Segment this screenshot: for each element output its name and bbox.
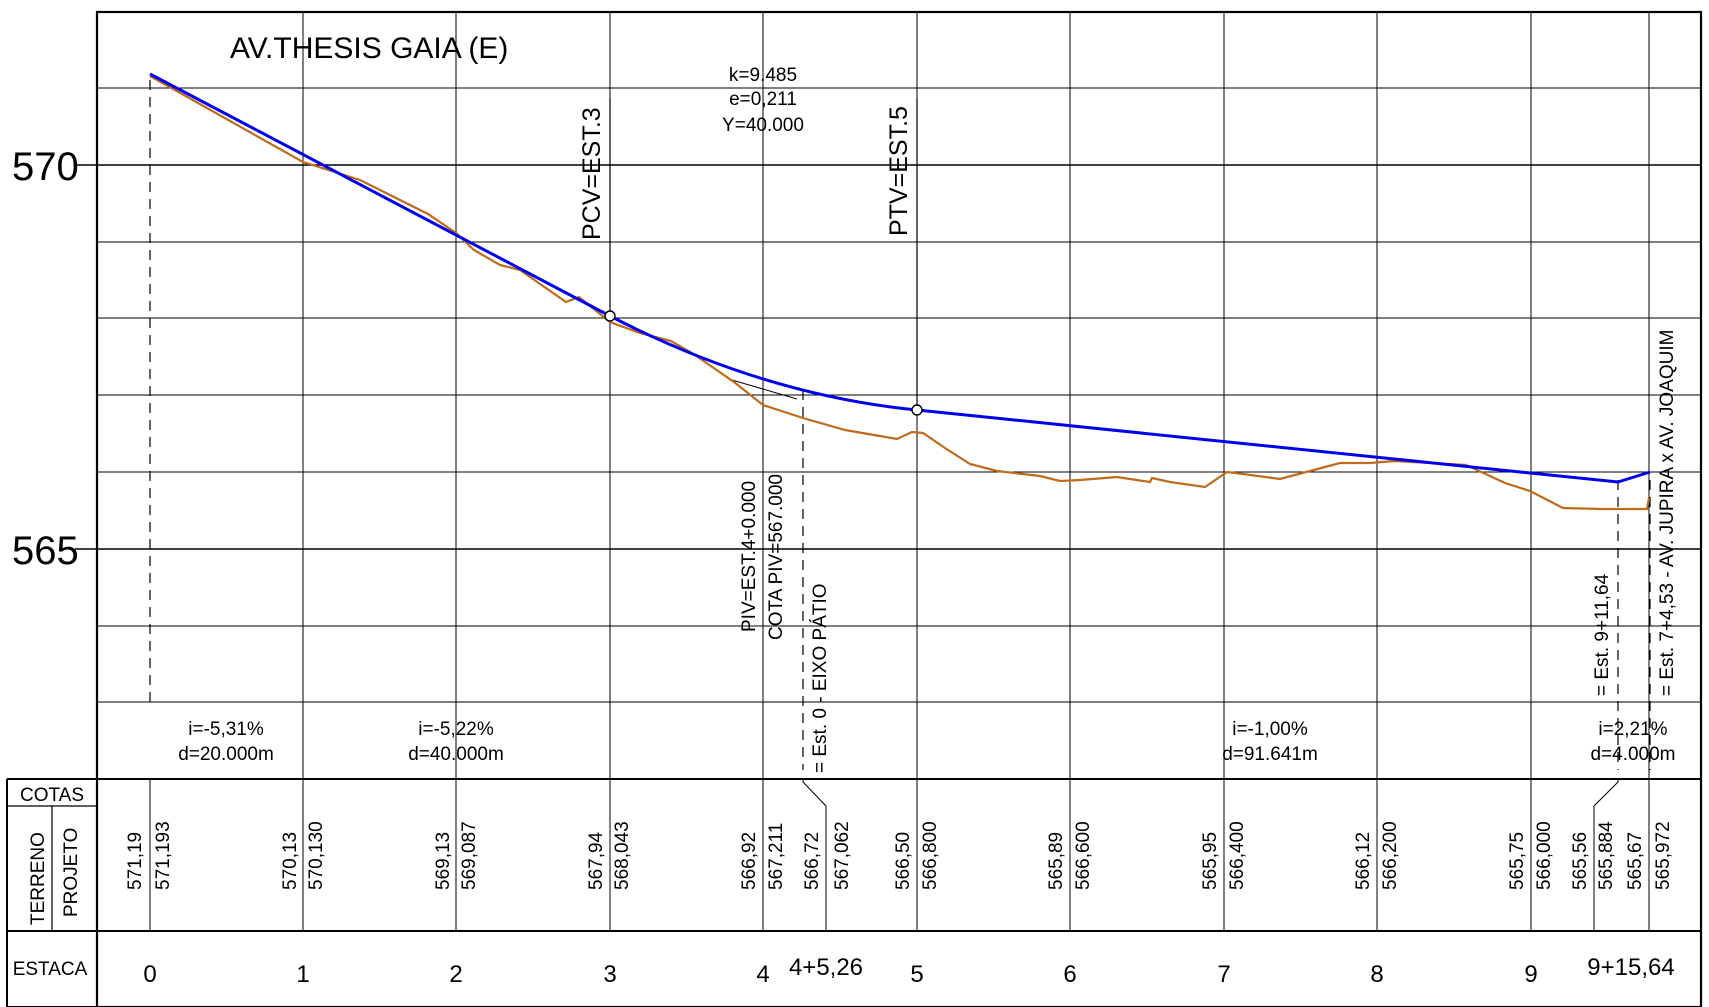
jupira-label: = Est. 7+4,53 - AV. JUPIRA x AV. JOAQUIM — [1657, 330, 1678, 696]
curve-param-y: Y=40.000 — [722, 115, 804, 136]
pcv-point — [604, 310, 616, 322]
estaca-label: ESTACA — [13, 959, 88, 980]
profile-title: AV.THESIS GAIA (E) — [230, 32, 508, 65]
projeto-line — [149, 72, 1651, 484]
grade-4-d: d=4.000m — [1590, 744, 1675, 765]
station-dashed-lines — [149, 80, 1651, 770]
projeto-value: 566,000 — [1534, 821, 1555, 890]
pcv-label: PCV=EST.3 — [578, 107, 606, 240]
y-tick-570: 570 — [12, 145, 79, 189]
projeto-value: 568,043 — [612, 821, 633, 890]
terreno-value: 571,19 — [125, 832, 146, 890]
terreno-value: 565,67 — [1625, 832, 1646, 890]
projeto-value: 567,062 — [832, 821, 853, 890]
terreno-value: 565,95 — [1200, 832, 1221, 890]
estaca-value: 3 — [603, 961, 616, 988]
curve-param-k: k=9.485 — [729, 65, 797, 86]
drawing-frame — [95, 10, 1703, 1007]
estaca-value: 9 — [1524, 961, 1537, 988]
projeto-value: 569,087 — [459, 821, 480, 890]
terreno-value: 565,56 — [1570, 832, 1591, 890]
grade-1-d: d=20.000m — [178, 744, 274, 765]
terreno-value: 565,75 — [1507, 832, 1528, 890]
cota-piv-label: COTA PIV=567.000 — [766, 474, 787, 640]
estaca-value: 7 — [1217, 961, 1230, 988]
projeto-value: 566,200 — [1380, 821, 1401, 890]
estaca-value: 6 — [1063, 961, 1076, 988]
piv-label: PIV=EST.4+0.000 — [739, 481, 760, 632]
grade-1-i: i=-5,31% — [188, 719, 264, 740]
projeto-value: 565,884 — [1596, 821, 1617, 890]
terreno-label: TERRENO — [28, 832, 49, 925]
estaca-value: 9+15,64 — [1587, 954, 1674, 981]
projeto-value: 570,130 — [306, 821, 327, 890]
projeto-value: 565,972 — [1653, 821, 1674, 890]
grade-4-i: i=2,21% — [1598, 719, 1667, 740]
grade-2-d: d=40.000m — [408, 744, 504, 765]
y-tick-565: 565 — [12, 529, 79, 573]
estaca-value: 1 — [296, 961, 309, 988]
cotas-label: COTAS — [20, 785, 84, 806]
projeto-value: 566,800 — [920, 821, 941, 890]
projeto-label: PROJETO — [61, 828, 82, 917]
data-table — [6, 778, 1701, 1007]
terreno-line — [149, 75, 1651, 511]
projeto-value: 566,600 — [1073, 821, 1094, 890]
piv-tangent-mark — [731, 379, 798, 400]
projeto-value: 566,400 — [1227, 821, 1248, 890]
estaca-value: 4+5,26 — [789, 954, 863, 981]
terreno-value: 569,13 — [433, 832, 454, 890]
grade-3-i: i=-1,00% — [1232, 719, 1308, 740]
estaca-value: 4 — [756, 961, 769, 988]
estaca-value: 5 — [910, 961, 923, 988]
terreno-value: 567,94 — [586, 831, 607, 890]
terreno-value: 566,92 — [739, 832, 760, 890]
terreno-value: 565,89 — [1046, 832, 1067, 890]
curve-param-e: e=0,211 — [729, 89, 797, 110]
estaca-value: 0 — [143, 961, 156, 988]
projeto-value: 571,193 — [153, 821, 174, 890]
table-values: 571,19 571,193 570,13 570,130 569,13 569,087 5… — [125, 821, 1674, 890]
estaca-value: 8 — [1370, 961, 1383, 988]
ptv-point — [911, 404, 923, 416]
terreno-value: 566,50 — [893, 832, 914, 890]
estaca-value: 2 — [449, 961, 462, 988]
projeto-value: 567,211 — [766, 823, 787, 890]
eixo-patio-label: = Est. 0 - EIXO PÁTIO — [810, 583, 831, 773]
terreno-value: 570,13 — [280, 832, 301, 890]
grid-horizontal — [97, 87, 1701, 703]
grade-2-i: i=-5,22% — [418, 719, 494, 740]
estaca-values: 0 1 2 3 4 4+5,26 5 6 7 8 9 9+15,64 — [143, 954, 1674, 988]
terreno-value: 566,12 — [1353, 832, 1374, 890]
terreno-value: 566,72 — [802, 832, 823, 890]
est-end-label: = Est. 9+11,64 — [1592, 573, 1613, 696]
ptv-label: PTV=EST.5 — [885, 106, 913, 236]
grade-3-d: d=91.641m — [1222, 744, 1318, 765]
